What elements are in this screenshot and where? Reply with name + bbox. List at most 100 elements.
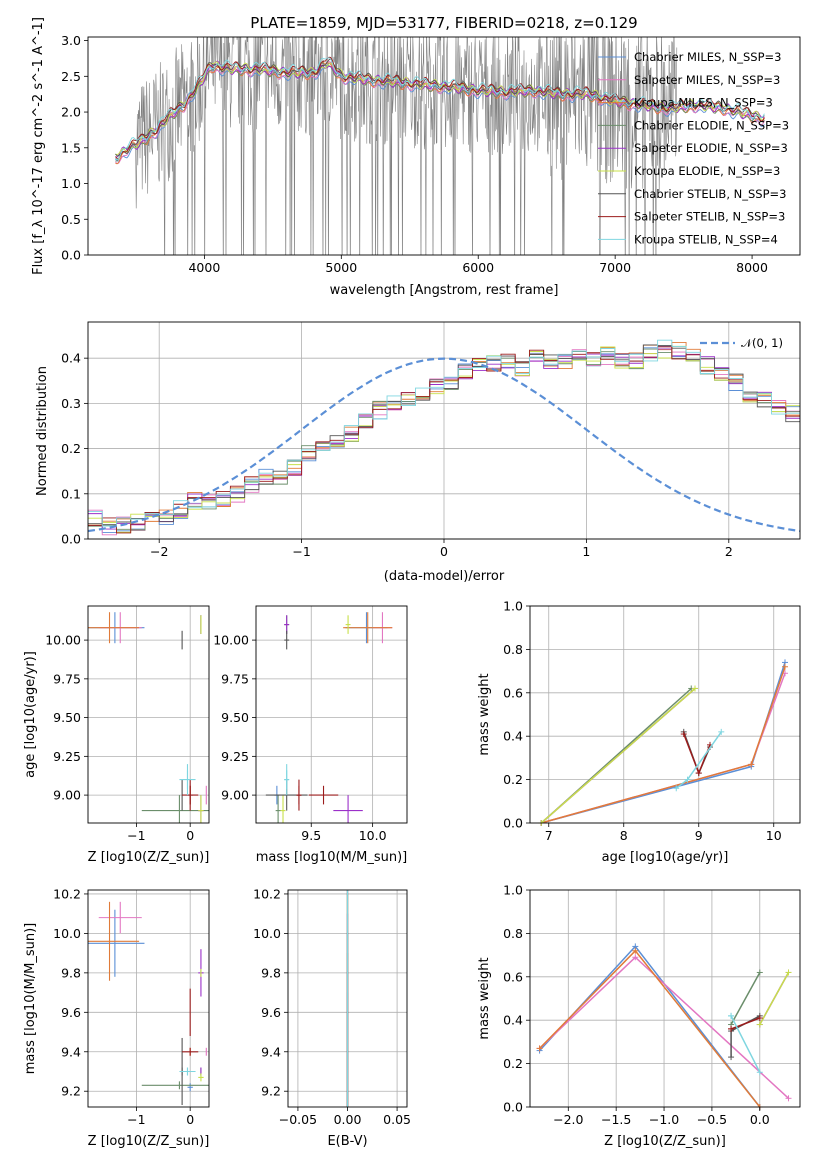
- legend-entry: Salpeter MILES, N_SSP=3: [634, 73, 780, 87]
- y-tick-label: 10.00: [45, 633, 81, 648]
- x-tick-label: 6000: [462, 260, 494, 275]
- x-tick-label: 10: [766, 828, 782, 843]
- weight-line: [541, 673, 786, 823]
- x-tick-label: 7: [545, 828, 553, 843]
- y-tick-label: 9.75: [221, 671, 249, 686]
- y-tick-label: 0.1: [61, 486, 81, 501]
- y-axis-label: age [log10(age/yr)]: [23, 651, 38, 778]
- legend-entry: Chabrier STELIB, N_SSP=3: [634, 187, 786, 201]
- y-tick-label: 0.8: [503, 926, 523, 941]
- x-tick-label: 0.05: [383, 1112, 411, 1127]
- y-tick-label: 2.5: [61, 69, 81, 84]
- x-tick-label: −1.0: [649, 1112, 679, 1127]
- y-tick-label: 0.8: [503, 642, 523, 657]
- y-tick-label: 3.0: [61, 33, 81, 48]
- axes-frame: [87, 36, 801, 256]
- y-tick-label: 0.4: [503, 1013, 523, 1028]
- legend-entry: Salpeter STELIB, N_SSP=3: [634, 210, 785, 224]
- x-tick-label: 9.5: [301, 828, 321, 843]
- spectrum-data: [115, 37, 678, 255]
- x-axis-label: Z [log10(Z/Z_sun)]: [88, 1134, 210, 1149]
- x-tick-label: 0.00: [334, 1112, 362, 1127]
- x-tick-label: 10.0: [359, 828, 387, 843]
- weight-line: [730, 972, 761, 1025]
- y-tick-label: 9.2: [261, 1084, 281, 1099]
- panel-3: [256, 606, 407, 823]
- legend-entry: Kroupa STELIB, N_SSP=4: [634, 232, 778, 246]
- y-tick-label: 10.0: [53, 926, 81, 941]
- y-axis-label: Normed distribution: [35, 366, 50, 496]
- y-tick-label: 0.0: [503, 816, 523, 831]
- axes-frame: [529, 605, 801, 824]
- y-tick-label: 9.4: [261, 1044, 281, 1059]
- legend-entry: Kroupa ELODIE, N_SSP=3: [634, 164, 780, 178]
- legend-entry: 𝒩(0, 1): [741, 336, 783, 350]
- y-tick-label: 10.2: [53, 886, 81, 901]
- y-tick-label: 9.50: [221, 710, 249, 725]
- x-axis-label: mass [log10(M/M_sun)]: [256, 850, 408, 865]
- x-tick-label: 8000: [736, 260, 768, 275]
- x-tick-label: 2: [725, 544, 733, 559]
- legend-entry: Salpeter ELODIE, N_SSP=3: [634, 141, 788, 155]
- y-tick-label: 0.0: [503, 1100, 523, 1115]
- x-tick-label: −0.05: [279, 1112, 317, 1127]
- axes-frame: [255, 605, 408, 824]
- axes-frame: [87, 605, 210, 824]
- y-tick-label: 1.5: [61, 140, 81, 155]
- x-tick-label: 4000: [188, 260, 220, 275]
- y-tick-label: 9.6: [61, 1005, 81, 1020]
- x-tick-label: −2: [150, 544, 168, 559]
- y-tick-label: 9.2: [61, 1084, 81, 1099]
- panel-5: [88, 890, 209, 1107]
- y-tick-label: 1.0: [503, 883, 523, 898]
- legend-entry: Chabrier ELODIE, N_SSP=3: [634, 118, 789, 132]
- x-tick-label: −1: [292, 544, 310, 559]
- y-tick-label: 9.50: [53, 710, 81, 725]
- weight-line: [730, 1015, 761, 1073]
- y-tick-label: 0.6: [503, 685, 523, 700]
- y-tick-label: 9.00: [221, 788, 249, 803]
- figure-title: PLATE=1859, MJD=53177, FIBERID=0218, z=0…: [250, 14, 637, 32]
- y-tick-label: 0.2: [503, 772, 523, 787]
- weight-line: [759, 972, 790, 1025]
- x-axis-label: (data-model)/error: [384, 569, 505, 584]
- x-tick-label: 0: [186, 828, 194, 843]
- panel-2: [88, 606, 209, 823]
- y-tick-label: 10.2: [253, 886, 281, 901]
- x-tick-label: 0: [186, 1112, 194, 1127]
- y-tick-label: 0.0: [61, 532, 81, 547]
- legend-entry: Chabrier MILES, N_SSP=3: [634, 50, 781, 64]
- y-tick-label: 0.2: [61, 441, 81, 456]
- y-tick-label: 9.00: [53, 788, 81, 803]
- y-tick-label: 10.0: [253, 926, 281, 941]
- x-tick-label: 0.0: [750, 1112, 770, 1127]
- y-tick-label: 0.4: [61, 351, 81, 366]
- axes-frame: [529, 889, 801, 1108]
- y-tick-label: 10.00: [213, 633, 249, 648]
- y-axis-label: Flux [f_λ 10^-17 erg cm^-2 s^-1 A^-1]: [31, 17, 46, 275]
- x-axis-label: Z [log10(Z/Z_sun)]: [604, 1134, 726, 1149]
- y-tick-label: 9.25: [53, 749, 81, 764]
- x-tick-label: 0: [440, 544, 448, 559]
- y-tick-label: 9.6: [261, 1005, 281, 1020]
- x-tick-label: −1: [127, 1112, 145, 1127]
- model-spectrum: [115, 56, 765, 159]
- x-tick-label: 9: [695, 828, 703, 843]
- weight-line: [541, 662, 786, 823]
- weight-line: [539, 949, 761, 1107]
- y-tick-label: 2.0: [61, 105, 81, 120]
- y-tick-label: 0.4: [503, 729, 523, 744]
- panel-7: [530, 889, 800, 1108]
- x-tick-label: 5000: [325, 260, 357, 275]
- y-axis-label: mass weight: [477, 673, 492, 755]
- x-tick-label: −2.0: [553, 1112, 583, 1127]
- x-tick-label: −1.5: [601, 1112, 631, 1127]
- y-tick-label: 9.25: [221, 749, 249, 764]
- x-tick-label: −1: [127, 828, 145, 843]
- y-axis-label: mass [log10(M/M_sun)]: [23, 923, 38, 1075]
- x-axis-label: E(B-V): [327, 1134, 367, 1149]
- y-tick-label: 0.6: [503, 969, 523, 984]
- x-axis-label: age [log10(age/yr)]: [602, 850, 729, 865]
- y-tick-label: 0.5: [61, 212, 81, 227]
